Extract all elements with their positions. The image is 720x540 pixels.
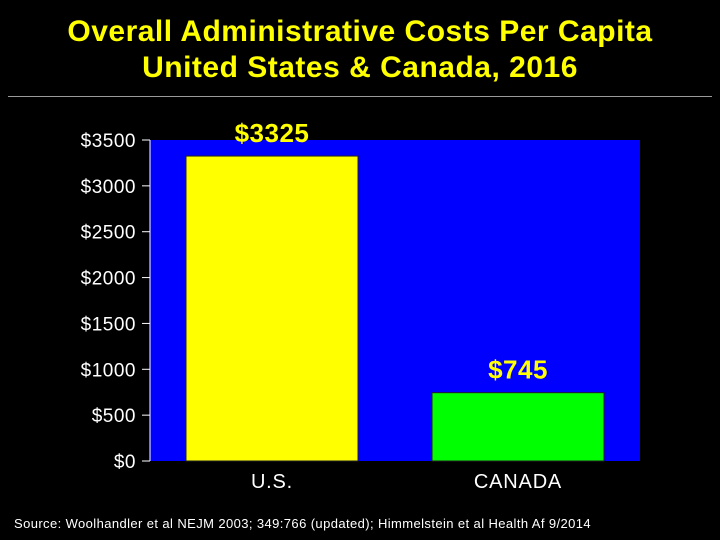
y-tick-label: $2000 [81,269,136,290]
chart-title-line-2: United States & Canada, 2016 [142,51,578,84]
y-tick-label: $1000 [81,360,136,381]
y-tick-label: $0 [114,452,136,473]
chart-title-line-1: Overall Administrative Costs Per Capita [67,15,653,48]
bar-canada [431,392,605,462]
x-category-label: CANADA [474,471,562,493]
y-tick-label: $3500 [81,131,136,152]
y-tick-label: $2500 [81,223,136,244]
y-tick-label: $3000 [81,177,136,198]
bar-us [185,155,359,462]
y-tick-label: $1500 [81,314,136,335]
x-category-label: U.S. [251,471,293,493]
y-tick-label: $500 [92,406,136,427]
data-label-canada: $745 [488,355,548,385]
chart-title: Overall Administrative Costs Per Capita … [0,14,720,86]
source-note: Source: Woolhandler et al NEJM 2003; 349… [14,516,592,531]
bar-chart: $0 $500 $1000 $1500 $2000 $2500 $3000 $3500 $332… [81,118,640,493]
title-divider [8,96,712,97]
data-label-us: $3325 [235,118,310,148]
